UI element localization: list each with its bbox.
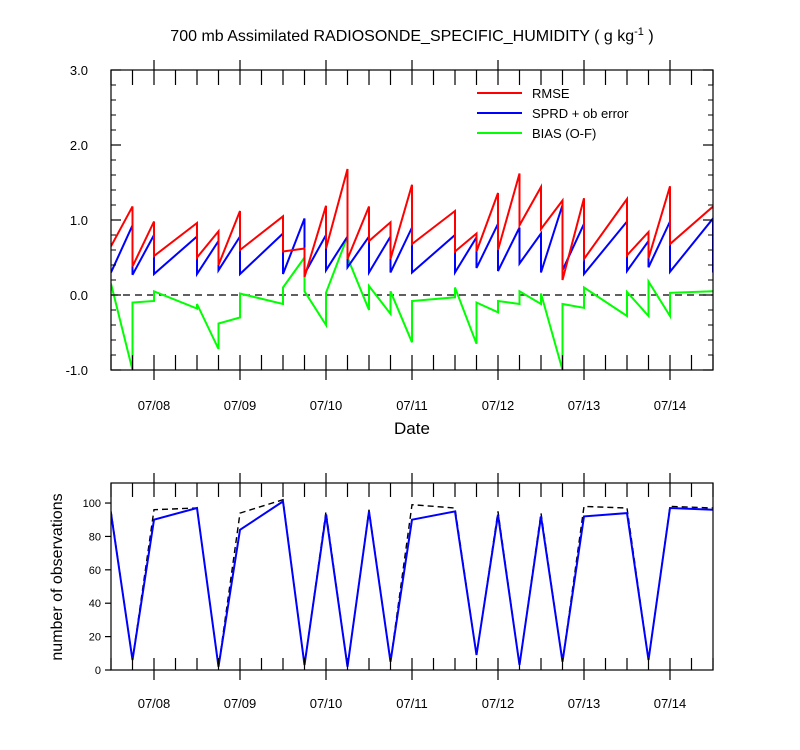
observations-dashed-line	[111, 498, 713, 667]
obs-x-tick-label: 07/12	[482, 696, 515, 711]
obs-y-tick-label: 40	[89, 598, 101, 610]
y-axis-label-observations: number of observations	[49, 493, 66, 660]
chart-title-exponent: -1	[634, 26, 644, 38]
obs-x-tick-label: 07/09	[224, 696, 257, 711]
series-line-rmse	[111, 168, 713, 281]
obs-x-tick-label: 07/11	[396, 696, 428, 711]
x-tick-label: 07/12	[482, 398, 515, 413]
obs-x-tick-label: 07/13	[568, 696, 601, 711]
x-tick-label: 07/14	[654, 398, 687, 413]
y-tick-label: 0.0	[70, 288, 88, 303]
bottom-panel: 0 20 40 60 80 100 07/08 07/09 07/10 07/11 07/12 07/…	[49, 473, 714, 711]
chart-title-main: 700 mb Assimilated RADIOSONDE_SPECIFIC_H…	[170, 28, 634, 45]
y-tick-label: 1.0	[70, 213, 88, 228]
obs-y-tick-label: 60	[89, 565, 101, 577]
legend-label: RMSE	[532, 86, 570, 101]
x-tick-label: 07/09	[224, 398, 257, 413]
y-tick-label: 3.0	[70, 63, 88, 78]
legend: RMSE SPRD + ob error BIAS (O-F)	[477, 86, 629, 141]
x-tick-label: 07/08	[138, 398, 171, 413]
obs-y-tick-label: 20	[89, 632, 101, 644]
obs-y-tick-label: 80	[89, 531, 101, 543]
x-tick-label: 07/10	[310, 398, 343, 413]
obs-x-tick-label: 07/14	[654, 696, 687, 711]
obs-y-tick-label: 100	[83, 498, 101, 510]
top-panel: 700 mb Assimilated RADIOSONDE_SPECIFIC_H…	[66, 26, 714, 438]
chart-title: 700 mb Assimilated RADIOSONDE_SPECIFIC_H…	[170, 26, 653, 45]
obs-y-tick-label: 0	[95, 665, 101, 677]
chart-title-suffix: )	[644, 28, 654, 45]
top-tick-group: -1.0 0.0 1.0 2.0 3.0 07/08 07/09 07/10 07/11 07/1…	[66, 60, 714, 413]
y-tick-label: 2.0	[70, 138, 88, 153]
legend-label: BIAS (O-F)	[532, 126, 596, 141]
obs-x-tick-label: 07/08	[138, 696, 171, 711]
series-line-bias-o-f	[111, 236, 713, 370]
bottom-plot-frame	[110, 482, 714, 671]
obs-x-tick-label: 07/10	[310, 696, 343, 711]
x-tick-label: 07/13	[568, 398, 601, 413]
bottom-tick-group: 0 20 40 60 80 100 07/08 07/09 07/10 07/11 07/12 07/…	[83, 473, 714, 711]
x-tick-label: 07/11	[396, 398, 428, 413]
legend-label: SPRD + ob error	[532, 106, 629, 121]
observations-solid-line	[111, 499, 713, 667]
x-axis-label: Date	[394, 419, 430, 438]
y-tick-label: -1.0	[66, 363, 88, 378]
